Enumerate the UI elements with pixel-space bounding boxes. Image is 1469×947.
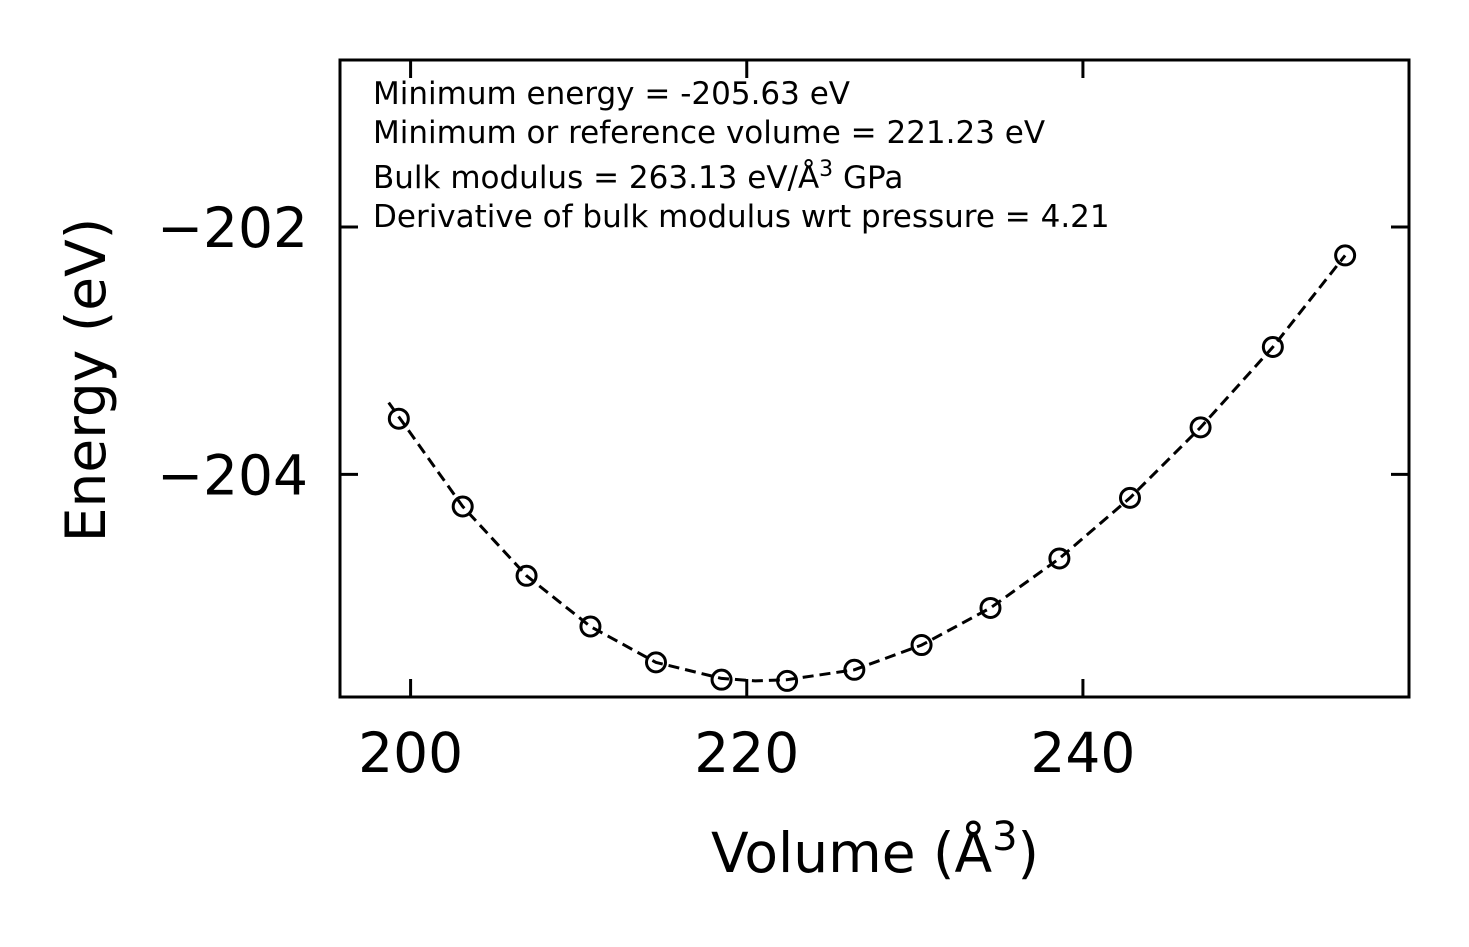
data-point: [1118, 486, 1141, 509]
data-point: [644, 651, 667, 674]
annotation-bulk-derivative: Derivative of bulk modulus wrt pressure …: [373, 199, 1110, 235]
data-point: [1189, 416, 1212, 439]
x-tick-label: 220: [694, 721, 799, 785]
y-tick-label: −202: [157, 196, 308, 260]
data-point: [1048, 547, 1071, 570]
x-axis-label: Volume (Å3): [711, 814, 1039, 885]
x-axis-label-main: Volume (Å: [711, 820, 992, 885]
bulk-modulus-prefix: Bulk modulus = 263.13 eV/Å: [373, 160, 819, 196]
annotation-min-energy: Minimum energy = -205.63 eV: [373, 76, 850, 112]
data-point: [776, 669, 799, 692]
data-point: [843, 658, 866, 681]
x-axis-label-close: ): [1018, 821, 1039, 885]
data-point: [979, 596, 1002, 619]
x-axis-label-superscript: 3: [992, 814, 1017, 860]
plot-frame: [338, 58, 1411, 699]
data-points-layer: [387, 244, 1357, 692]
data-point: [515, 564, 538, 587]
fit-curve-layer: [387, 254, 1347, 683]
annotation-bulk-modulus: Bulk modulus = 263.13 eV/Å3 GPa: [373, 157, 903, 196]
ticks-layer: 200 220 240 −202 −204: [157, 60, 1409, 785]
data-point: [451, 495, 474, 518]
bulk-modulus-suffix: GPa: [833, 160, 903, 196]
data-point: [579, 615, 602, 638]
y-tick-label: −204: [157, 443, 308, 507]
data-point: [1334, 244, 1357, 267]
bulk-modulus-superscript: 3: [819, 157, 833, 182]
x-tick-label: 200: [358, 721, 463, 785]
data-point: [710, 668, 733, 691]
fit-curve-line: [387, 254, 1347, 683]
y-axis-label: Energy (eV): [54, 218, 118, 542]
data-point: [387, 407, 410, 430]
data-point: [1261, 335, 1284, 358]
annotation-ref-volume: Minimum or reference volume = 221.23 eV: [373, 115, 1045, 151]
data-point: [910, 634, 933, 657]
x-tick-label: 240: [1030, 721, 1135, 785]
